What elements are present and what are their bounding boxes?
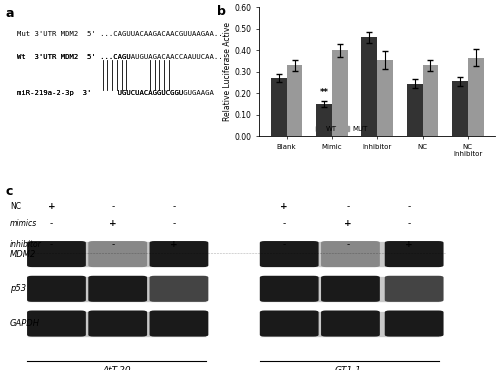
FancyBboxPatch shape <box>27 310 86 337</box>
Text: +: + <box>280 202 288 211</box>
Text: -: - <box>50 240 53 249</box>
Bar <box>468 58 483 136</box>
Text: +: + <box>109 219 116 228</box>
FancyBboxPatch shape <box>385 276 444 302</box>
FancyBboxPatch shape <box>260 310 438 337</box>
Text: +: + <box>406 240 413 249</box>
FancyBboxPatch shape <box>150 241 208 267</box>
FancyBboxPatch shape <box>260 310 318 337</box>
Text: AtT-20: AtT-20 <box>102 366 131 370</box>
Text: -: - <box>111 202 114 211</box>
Text: Mut 3'UTR MDM2  5' ...CAGUUACAAGACAACGUUAAGAA...: Mut 3'UTR MDM2 5' ...CAGUUACAAGACAACGUUA… <box>17 31 227 37</box>
Text: p53: p53 <box>10 284 26 293</box>
FancyBboxPatch shape <box>260 276 318 302</box>
FancyBboxPatch shape <box>321 310 380 337</box>
Text: **: ** <box>320 88 328 97</box>
Text: -: - <box>172 202 176 211</box>
Text: miR-219a-2-3p  3'      UGUCUACAGGUCGGU: miR-219a-2-3p 3' UGUCUACAGGUCGGU <box>17 90 183 96</box>
Legend: WT, MUT: WT, MUT <box>314 124 370 135</box>
Bar <box>332 50 348 136</box>
Text: -: - <box>50 219 53 228</box>
Text: Wt  3'UTR MDM2  5' ...CAGUAUGUAGACAACCAAUUCAA...: Wt 3'UTR MDM2 5' ...CAGUAUGUAGACAACCAAUU… <box>17 54 227 60</box>
Text: inhibitor: inhibitor <box>10 240 42 249</box>
Text: NC: NC <box>10 202 21 211</box>
Text: a: a <box>5 7 14 20</box>
FancyBboxPatch shape <box>88 276 147 302</box>
Text: +: + <box>48 202 56 211</box>
Text: miR-219a-2-3p  3'      UGUCUACAGGUCGGUGUGAAGA: miR-219a-2-3p 3' UGUCUACAGGUCGGUGUGAAGA <box>17 90 214 96</box>
Bar <box>377 60 393 136</box>
FancyBboxPatch shape <box>150 310 208 337</box>
FancyBboxPatch shape <box>27 310 206 337</box>
FancyBboxPatch shape <box>385 241 444 267</box>
Text: GT1.1: GT1.1 <box>334 366 361 370</box>
Text: -: - <box>111 240 114 249</box>
FancyBboxPatch shape <box>260 241 318 267</box>
FancyBboxPatch shape <box>27 276 206 302</box>
Text: +: + <box>344 219 352 228</box>
Text: c: c <box>5 185 12 198</box>
Y-axis label: Relative Luciferase Active: Relative Luciferase Active <box>223 22 232 121</box>
Text: -: - <box>282 219 286 228</box>
Text: -: - <box>408 202 411 211</box>
Bar <box>286 65 302 136</box>
Text: -: - <box>408 219 411 228</box>
FancyBboxPatch shape <box>88 241 147 267</box>
FancyBboxPatch shape <box>27 241 86 267</box>
Text: GAPDH: GAPDH <box>10 319 40 328</box>
Bar <box>452 81 468 136</box>
Bar <box>406 84 422 136</box>
FancyBboxPatch shape <box>88 310 147 337</box>
FancyBboxPatch shape <box>150 276 208 302</box>
FancyBboxPatch shape <box>385 310 444 337</box>
FancyBboxPatch shape <box>321 241 380 267</box>
Text: -: - <box>172 219 176 228</box>
Text: -: - <box>282 240 286 249</box>
Bar <box>422 65 438 136</box>
Text: mimics: mimics <box>10 219 37 228</box>
FancyBboxPatch shape <box>321 276 380 302</box>
FancyBboxPatch shape <box>27 276 86 302</box>
Text: +: + <box>170 240 178 249</box>
FancyBboxPatch shape <box>260 241 438 267</box>
Text: Wt  3'UTR MDM2  5' ...CAGU: Wt 3'UTR MDM2 5' ...CAGU <box>17 54 130 60</box>
Bar <box>316 104 332 136</box>
FancyBboxPatch shape <box>260 276 438 302</box>
Bar <box>362 37 377 136</box>
Text: MDM2: MDM2 <box>10 249 36 259</box>
Text: b: b <box>217 5 226 18</box>
FancyBboxPatch shape <box>27 241 206 267</box>
Text: -: - <box>346 240 350 249</box>
Text: -: - <box>346 202 350 211</box>
Bar <box>270 78 286 136</box>
